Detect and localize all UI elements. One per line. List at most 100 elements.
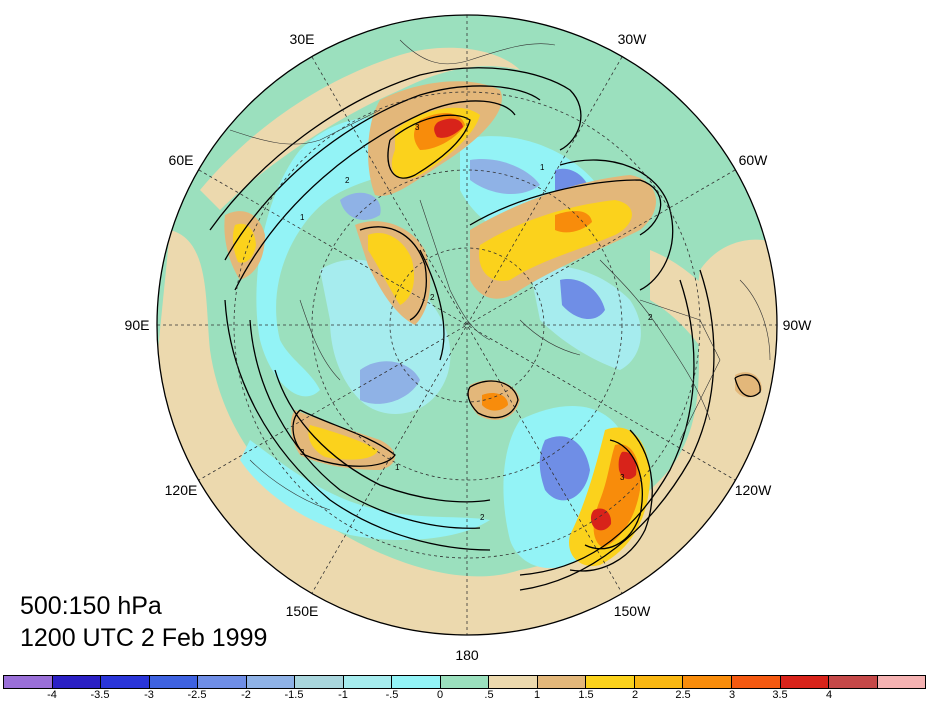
meridian	[311, 56, 623, 594]
contour-value-label: 2	[648, 313, 653, 322]
contour-value-label: 1	[395, 463, 400, 472]
contour-line	[274, 369, 491, 503]
colorbar-segment	[246, 676, 296, 688]
coastline	[739, 279, 771, 361]
graticule	[157, 15, 777, 635]
contour-line	[359, 226, 427, 321]
colorbar-tick-label: 2	[631, 689, 639, 701]
colorbar-segment	[683, 676, 732, 688]
contour-line	[249, 319, 481, 529]
colorbar-tick-label: 3	[728, 689, 736, 701]
lon-120w-label: 120W	[734, 482, 772, 498]
contour-value-label: 2	[430, 293, 435, 302]
anomaly-region	[539, 436, 590, 501]
lon-150e-label: 150E	[285, 603, 319, 619]
contour-value-label: 1	[540, 163, 545, 172]
anomaly-region	[368, 232, 415, 305]
anomaly-region	[232, 223, 256, 263]
coastline	[249, 459, 331, 511]
anomaly-region	[650, 250, 764, 413]
contour-line	[292, 409, 396, 467]
colorbar-segment	[101, 676, 150, 688]
colorbar-tick-label: -2	[241, 689, 251, 701]
lon-150w-label: 150W	[613, 603, 651, 619]
contour-line	[519, 279, 695, 576]
anomaly-region	[590, 508, 612, 531]
coastline	[519, 319, 581, 356]
colorbar-segment	[392, 676, 441, 688]
colorbar-segment	[440, 676, 490, 688]
colorbar-tick-label: -4	[47, 689, 57, 701]
anomaly-region	[308, 425, 378, 460]
contour-line	[559, 159, 674, 291]
contour-line	[224, 299, 491, 551]
colorbar-segment	[731, 676, 781, 688]
contour-line	[234, 100, 516, 291]
anomaly-region	[340, 192, 381, 220]
lon-30e-label: 30E	[289, 31, 315, 47]
lon-60w-label: 60W	[738, 152, 768, 168]
colorbar	[3, 675, 926, 689]
colorbar-tick-label: 4	[825, 689, 833, 701]
colorbar-segment	[877, 676, 926, 688]
anomaly-region	[360, 361, 420, 404]
colorbar-segment	[537, 676, 587, 688]
lon-30w-label: 30W	[617, 31, 647, 47]
contour-value-label: 2	[345, 176, 350, 185]
colorbar-segment	[780, 676, 830, 688]
contour-line	[224, 85, 541, 261]
pressure-levels-label: 500:150 hPa	[20, 592, 162, 620]
contour-line	[569, 429, 653, 572]
anomaly-region	[482, 393, 508, 411]
lon-0-label: 0	[463, 0, 471, 3]
meridian	[198, 169, 736, 481]
anomaly-region	[555, 210, 592, 233]
coastline	[639, 299, 721, 441]
colorbar-tick-label: 1.5	[578, 689, 594, 701]
colorbar-segment	[295, 676, 344, 688]
colorbar-segment	[586, 676, 635, 688]
meridian	[311, 56, 623, 594]
coastline	[419, 199, 491, 341]
contour-line	[469, 179, 662, 236]
contour-line	[467, 380, 519, 419]
valid-time-label: 1200 UTC 2 Feb 1999	[20, 624, 268, 652]
meridian	[198, 169, 736, 481]
anomaly-region	[200, 47, 520, 211]
anomaly-region	[434, 118, 463, 138]
colorbar-tick-label: -1.5	[284, 689, 304, 701]
contour-lines	[209, 67, 761, 591]
coastline	[399, 39, 556, 65]
colorbar-tick-label: -2.5	[187, 689, 207, 701]
contour-value-label: 3	[620, 473, 625, 482]
colorbar-tick-label: -3.5	[90, 689, 110, 701]
colorbar-segment	[52, 676, 102, 688]
colorbar-segment	[343, 676, 393, 688]
colorbar-segment	[489, 676, 538, 688]
lon-120e-label: 120E	[164, 482, 198, 498]
colorbar-tick-label: -.5	[385, 689, 399, 701]
colorbar-segment	[198, 676, 247, 688]
lon-180-label: 180	[455, 647, 479, 663]
contour-line	[734, 374, 761, 398]
anomaly-region	[618, 451, 637, 480]
colorbar-segment	[829, 676, 878, 688]
anomaly-region	[470, 159, 540, 195]
map-boundary	[156, 14, 778, 636]
colorbar-tick-label: 0	[436, 689, 444, 701]
coastline	[229, 109, 381, 145]
contour-value-label: 3	[415, 123, 420, 132]
colorbar-segment	[4, 676, 53, 688]
colorbar-tick-label: -3	[144, 689, 154, 701]
contour-line	[419, 249, 445, 361]
anomaly-region	[256, 118, 409, 397]
colorbar-tick-label: 1	[533, 689, 541, 701]
anomaly-region	[479, 200, 632, 281]
colorbar-tick-label: -1	[338, 689, 348, 701]
lon-60e-label: 60E	[168, 152, 194, 168]
coastline	[599, 259, 711, 421]
colorbar-segment	[634, 676, 684, 688]
contour-value-label: 1	[300, 213, 305, 222]
contour-value-label: 3	[300, 448, 305, 457]
